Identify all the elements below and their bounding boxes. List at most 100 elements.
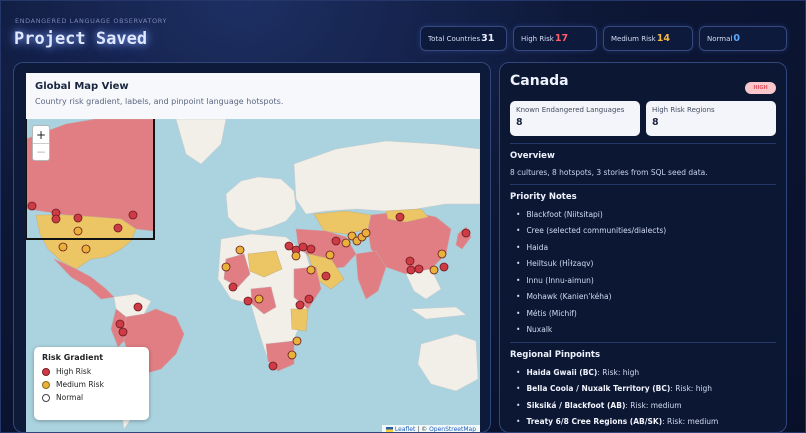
pin-high[interactable] (73, 213, 83, 223)
country-india[interactable] (355, 250, 387, 300)
pin-medium[interactable] (429, 265, 439, 275)
pin-medium[interactable] (341, 238, 351, 248)
ukraine-flag-icon (385, 427, 393, 432)
pinpoint-item[interactable]: Treaty 6/8 Cree Regions (AB/SK): Risk: m… (510, 414, 776, 431)
list-item: Nuxalk (510, 322, 776, 339)
pinpoint-name: Bella Coola / Nuxalk Territory (BC) (526, 384, 671, 394)
pin-high[interactable] (406, 265, 416, 275)
pin-high[interactable] (113, 223, 123, 233)
pin-medium[interactable] (235, 245, 245, 255)
pin-medium[interactable] (437, 249, 447, 259)
stats-bar: Total Countries 31 High Risk 17 Medium Ris… (420, 26, 787, 51)
pinpoint-risk: : Risk: medium (625, 400, 682, 410)
list-item: Heiltsuk (Hi̓ɫzaqv) (510, 256, 776, 273)
list-item: Innu (Innu-aimun) (510, 272, 776, 289)
pin-high[interactable] (439, 262, 449, 272)
card-label: High Risk Regions (652, 106, 715, 114)
pin-medium[interactable] (287, 350, 297, 360)
priority-notes-list: Blackfoot (Niitsitapi) Cree (selected co… (510, 206, 776, 338)
legend-label: Normal (56, 393, 84, 402)
pin-high[interactable] (295, 300, 305, 310)
pin-high[interactable] (298, 242, 308, 252)
osm-link[interactable]: OpenStreetMap (429, 426, 476, 433)
legend-item-medium: Medium Risk (42, 380, 141, 389)
country-detail-panel: Canada HIGH Known Endangered Languages 8… (499, 62, 787, 433)
priority-notes-title: Priority Notes (510, 192, 577, 202)
pin-high[interactable] (27, 201, 37, 211)
page-title: Project Saved (14, 29, 148, 49)
stat-value: 0 (733, 33, 740, 44)
list-item: Blackfoot (Niitsitapi) (510, 206, 776, 223)
pin-medium[interactable] (291, 251, 301, 261)
divider (510, 342, 776, 343)
country-usa[interactable] (35, 214, 137, 270)
pin-high[interactable] (321, 271, 331, 281)
pinpoint-risk: : Risk: medium (662, 417, 719, 427)
pin-medium[interactable] (81, 244, 91, 254)
map-header: Global Map View Country risk gradient, l… (26, 73, 480, 119)
card-high-risk-regions: High Risk Regions 8 (646, 101, 776, 136)
land-indonesia (410, 306, 467, 320)
country-tanzania[interactable] (290, 308, 309, 332)
pin-high[interactable] (118, 327, 128, 337)
pin-medium[interactable] (325, 250, 335, 260)
pin-high[interactable] (228, 282, 238, 292)
leaflet-link[interactable]: Leaflet (394, 426, 416, 433)
pin-high[interactable] (414, 264, 424, 274)
pin-high[interactable] (395, 212, 405, 222)
pin-high[interactable] (268, 361, 278, 371)
pin-high[interactable] (115, 319, 125, 329)
map-inset-frame (26, 119, 155, 240)
country-name: Canada (510, 73, 569, 89)
pin-medium[interactable] (73, 226, 83, 236)
pin-high[interactable] (306, 244, 316, 254)
pin-medium[interactable] (292, 336, 302, 346)
divider (510, 184, 776, 185)
pin-medium[interactable] (221, 262, 231, 272)
pin-medium[interactable] (306, 265, 316, 275)
high-risk-dot-icon (42, 367, 50, 376)
pin-high[interactable] (405, 256, 415, 266)
info-cards: Known Endangered Languages 8 High Risk R… (510, 101, 776, 136)
pin-high[interactable] (51, 214, 61, 224)
country-west-africa[interactable] (223, 253, 251, 288)
attribution-separator: | © (415, 426, 430, 433)
pin-high[interactable] (243, 296, 253, 306)
pin-medium[interactable] (58, 242, 68, 252)
pin-high[interactable] (304, 294, 314, 304)
map-panel: Global Map View Country risk gradient, l… (13, 62, 491, 433)
pin-medium[interactable] (361, 228, 371, 238)
regional-pinpoints-title: Regional Pinpoints (510, 350, 601, 360)
pin-medium[interactable] (254, 294, 264, 304)
stat-high-risk[interactable]: High Risk 17 (513, 26, 597, 51)
legend-label: High Risk (56, 367, 92, 376)
card-value: 8 (516, 117, 523, 128)
card-value: 8 (652, 117, 659, 128)
zoom-out-button[interactable]: − (33, 143, 49, 160)
stat-normal[interactable]: Normal 0 (699, 26, 787, 51)
legend-label: Medium Risk (56, 380, 104, 389)
pinpoint-item[interactable]: Haida Gwaii (BC): Risk: high (510, 364, 776, 381)
app-eyebrow: ENDANGERED LANGUAGE OBSERVATORY (15, 17, 168, 25)
card-label: Known Endangered Languages (516, 106, 625, 114)
country-sahel[interactable] (247, 250, 283, 278)
stat-label: Total Countries (428, 34, 481, 43)
pinpoint-risk: : Risk: high (597, 367, 640, 377)
zoom-in-button[interactable]: + (35, 127, 47, 142)
pinpoint-item[interactable]: Bella Coola / Nuxalk Territory (BC): Ris… (510, 381, 776, 398)
pin-high[interactable] (133, 302, 143, 312)
stat-total-countries[interactable]: Total Countries 31 (420, 26, 507, 51)
overview-text: 8 cultures, 8 hotspots, 3 stories from S… (510, 168, 708, 177)
pinpoint-name: Treaty 6/8 Cree Regions (AB/SK) (526, 417, 663, 427)
medium-risk-dot-icon (42, 380, 50, 389)
stat-label: High Risk (521, 34, 554, 43)
pin-high[interactable] (128, 210, 138, 220)
pin-high[interactable] (284, 241, 294, 251)
list-item: Haida (510, 239, 776, 256)
pinpoint-name: Haida Gwaii (BC) (526, 367, 598, 377)
overview-title: Overview (510, 151, 555, 161)
pin-high[interactable] (461, 228, 471, 238)
stat-medium-risk[interactable]: Medium Risk 14 (603, 26, 693, 51)
pin-high[interactable] (331, 236, 341, 246)
pinpoint-item[interactable]: Siksiká / Blackfoot (AB): Risk: medium (510, 397, 776, 414)
